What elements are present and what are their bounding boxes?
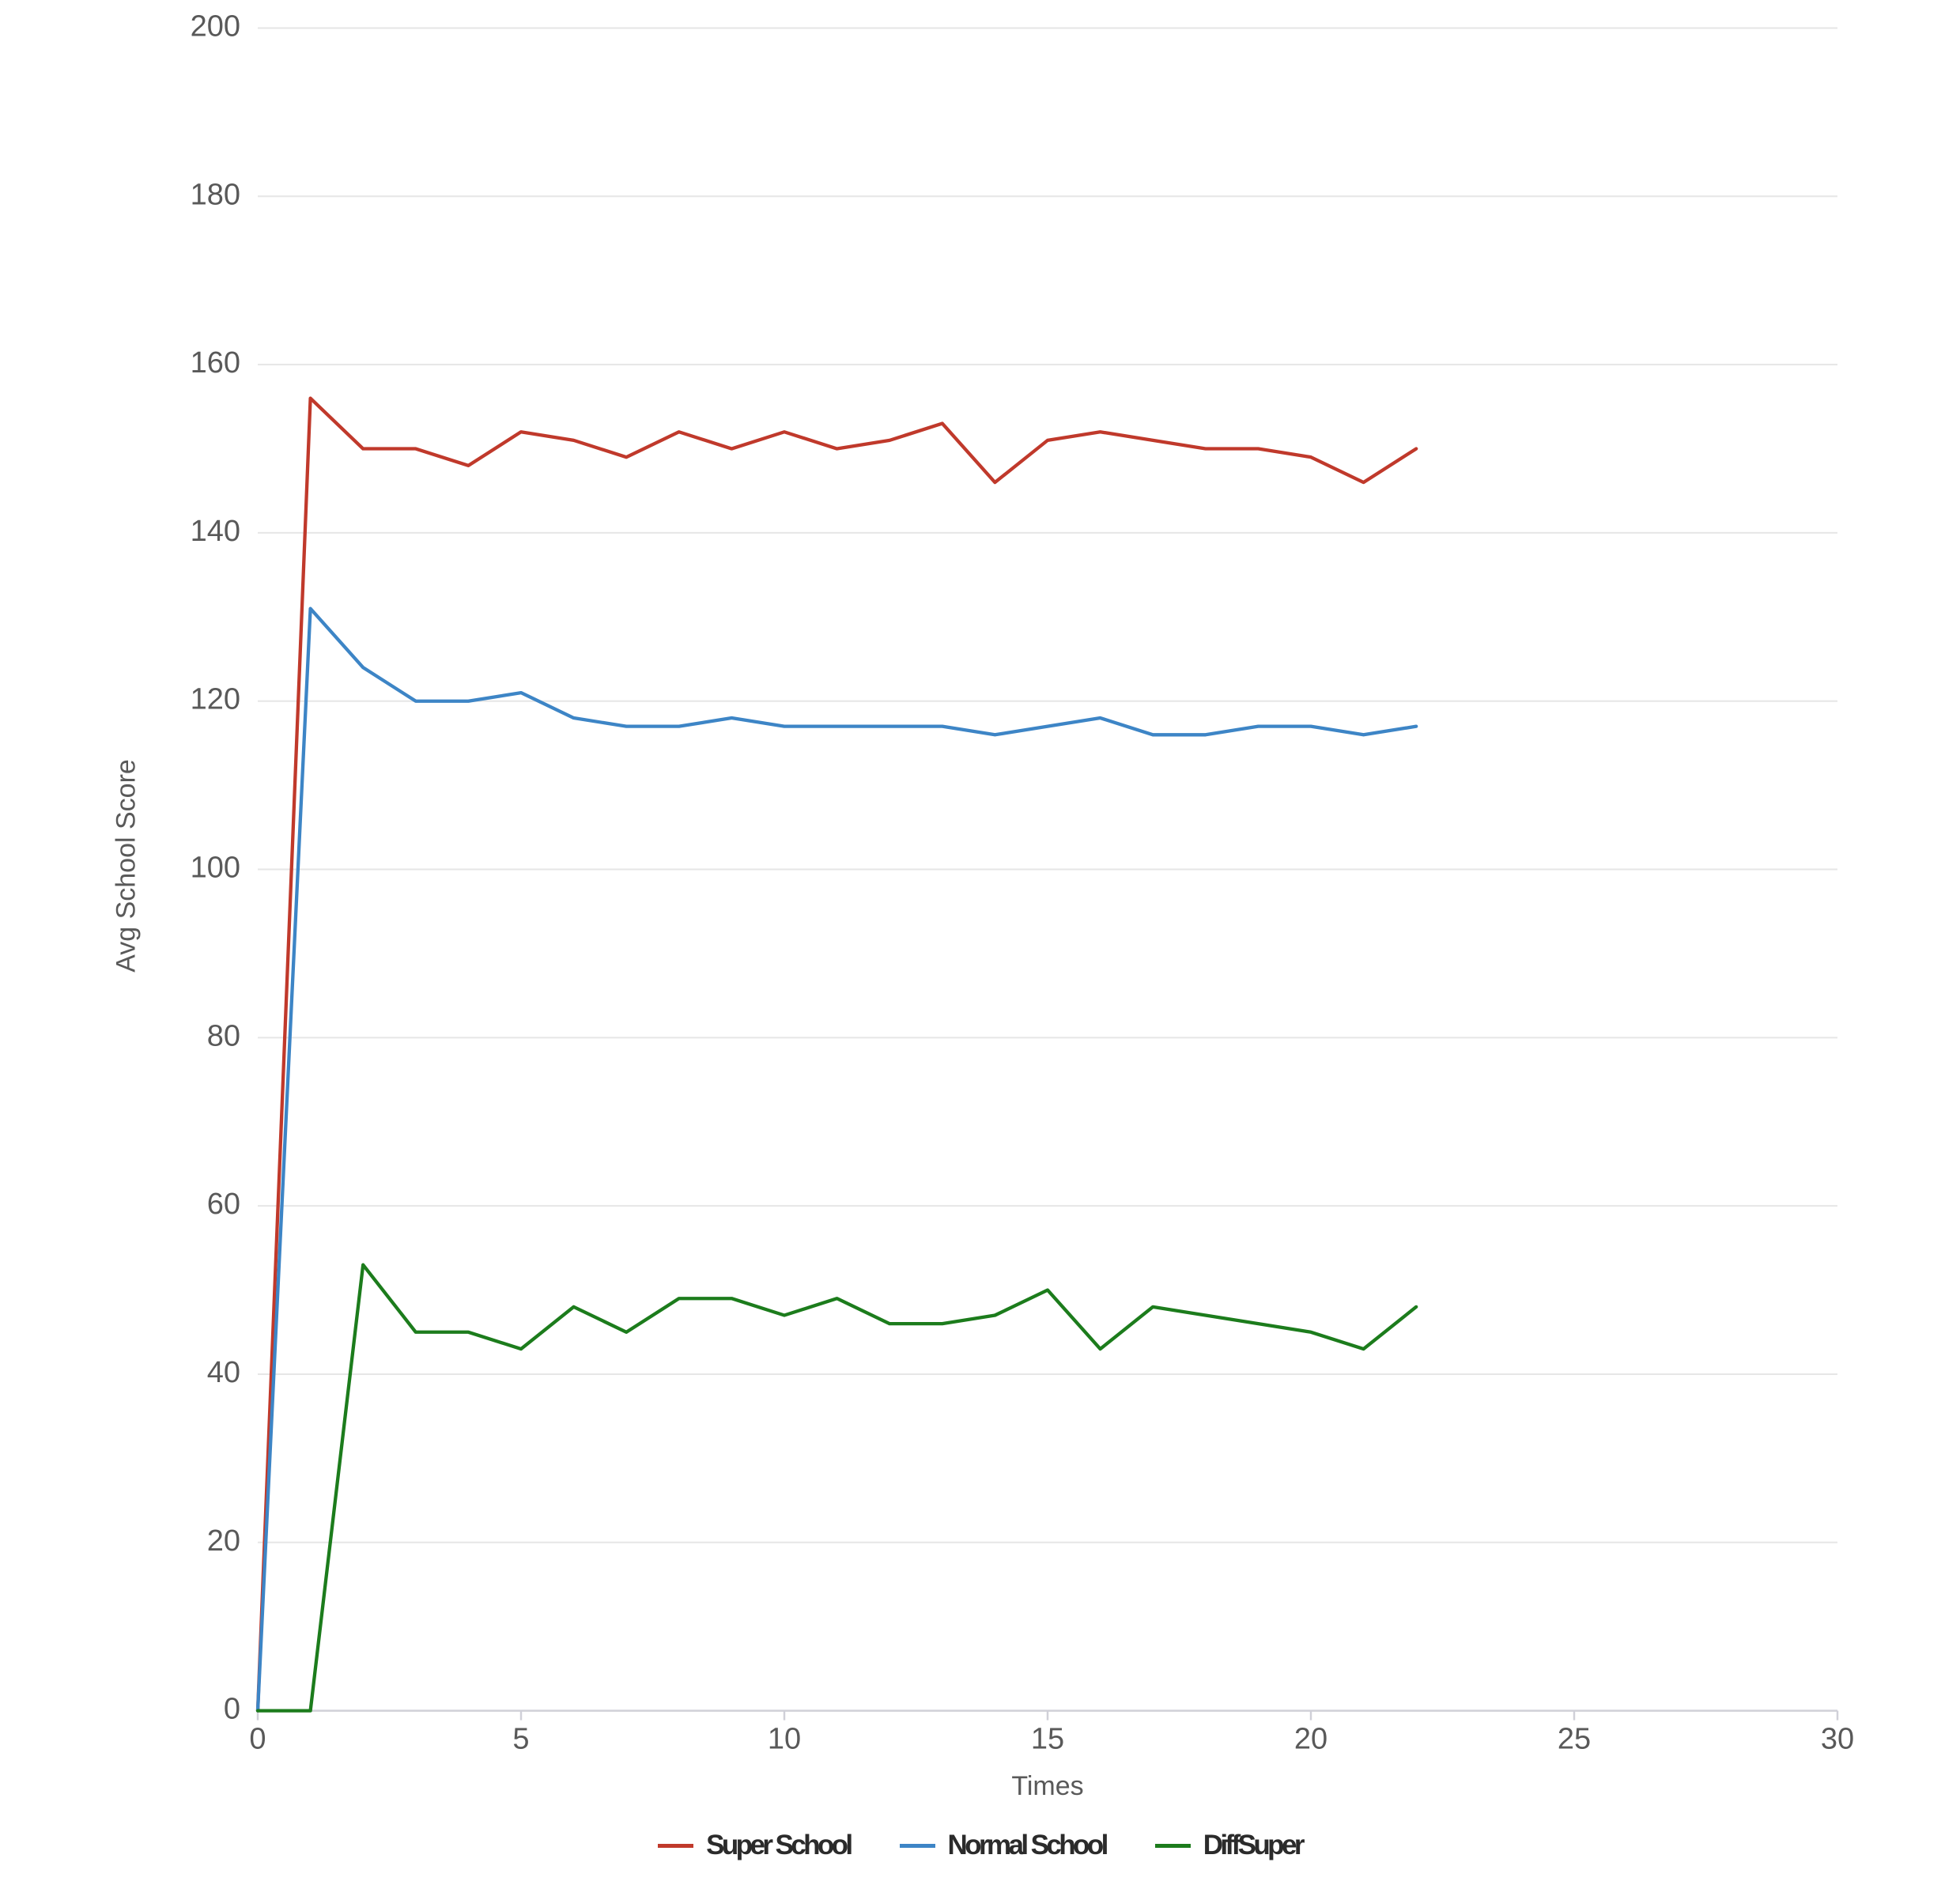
svg-text:100: 100 [191,852,240,885]
svg-text:5: 5 [512,1723,529,1756]
svg-text:120: 120 [191,683,240,716]
svg-text:140: 140 [191,515,240,548]
svg-text:40: 40 [207,1356,240,1389]
svg-text:0: 0 [249,1723,266,1756]
svg-text:200: 200 [191,10,240,43]
svg-text:15: 15 [1031,1723,1064,1756]
svg-text:30: 30 [1821,1723,1854,1756]
svg-text:80: 80 [207,1019,240,1052]
svg-text:60: 60 [207,1188,240,1221]
svg-text:0: 0 [224,1693,240,1726]
svg-text:25: 25 [1558,1723,1591,1756]
svg-text:180: 180 [191,178,240,211]
svg-text:10: 10 [768,1723,801,1756]
svg-text:20: 20 [207,1524,240,1558]
svg-text:20: 20 [1294,1723,1327,1756]
svg-text:160: 160 [191,346,240,380]
